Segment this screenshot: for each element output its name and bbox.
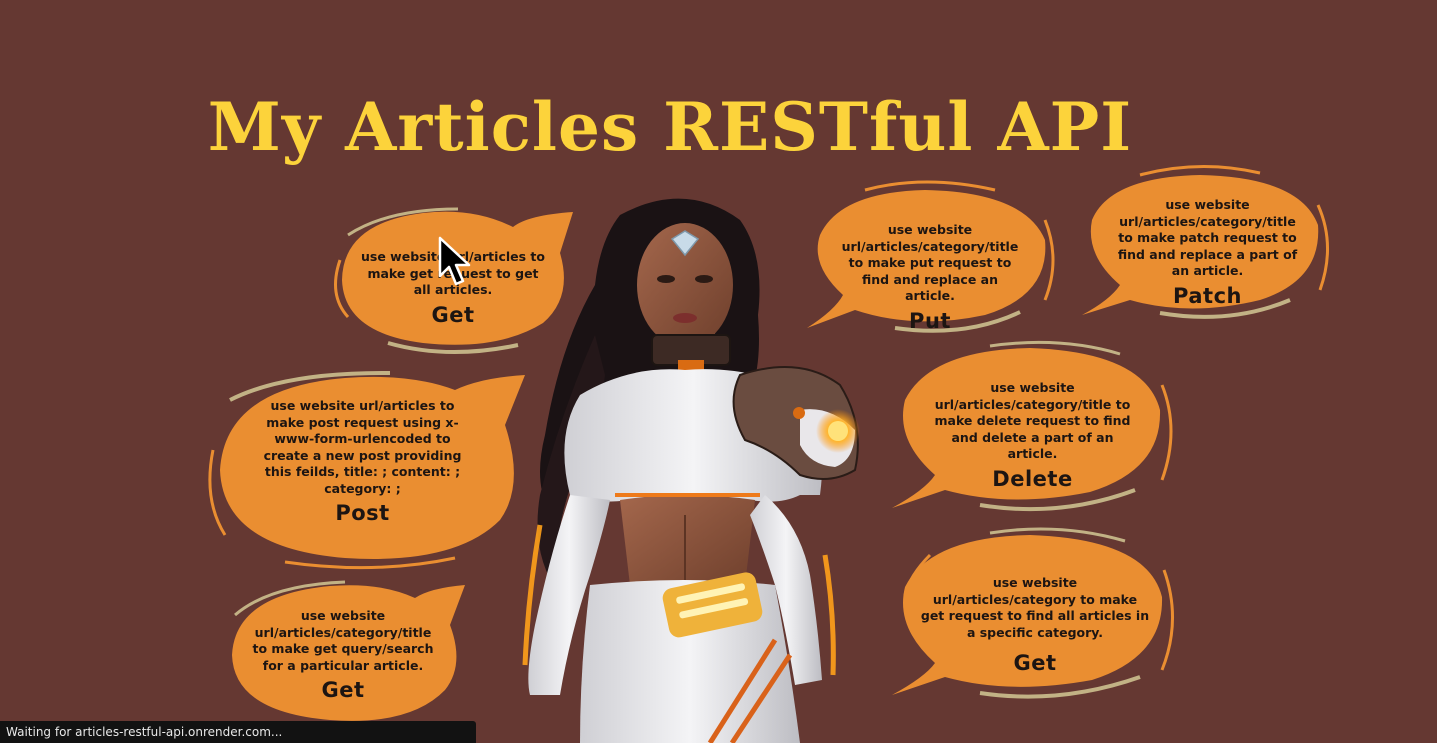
delete-description: use website url/articles/category/title … [934, 380, 1131, 461]
speech-bubble-post: use website url/articles to make post re… [205, 370, 535, 570]
patch-description: use website url/articles/category/title … [1117, 197, 1298, 278]
delete-method-label: Delete [992, 466, 1073, 491]
get-query-method-label: Get [321, 678, 365, 702]
speech-bubble-get-category: use website url/articles/category to mak… [890, 525, 1180, 700]
get-category-method-label: Get [1013, 651, 1057, 675]
patch-method-label: Patch [1173, 283, 1242, 308]
post-description: use website url/articles to make post re… [263, 398, 462, 496]
put-description: use website url/articles/category/title … [841, 222, 1019, 303]
post-method-label: Post [335, 501, 390, 525]
get-all-method-label: Get [431, 302, 475, 327]
sci-fi-woman-illustration [500, 195, 870, 743]
browser-status-bar: Waiting for articles-restful-api.onrende… [0, 721, 476, 743]
speech-bubble-patch: use website url/articles/category/title … [1080, 165, 1335, 320]
mouse-pointer-icon [438, 236, 472, 292]
get-category-description: use website url/articles/category to mak… [920, 575, 1150, 640]
speech-bubble-get-query: use website url/articles/category/title … [220, 580, 480, 725]
speech-bubble-delete: use website url/articles/category/title … [890, 340, 1175, 515]
page-title: My Articles RESTful API [207, 88, 1133, 166]
put-method-label: Put [909, 308, 951, 333]
speech-bubble-put: use website url/articles/category/title … [805, 180, 1060, 335]
get-query-description: use website url/articles/category/title … [252, 608, 434, 673]
